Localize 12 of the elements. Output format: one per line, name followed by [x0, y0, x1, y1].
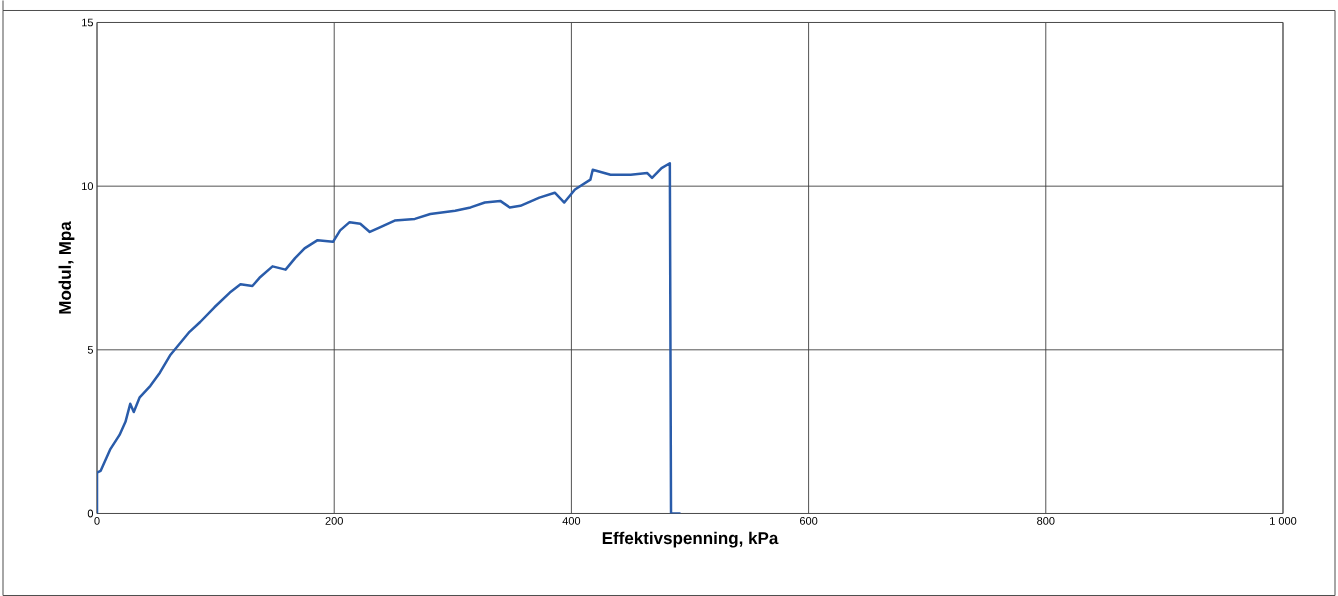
y-axis-title: Modul, Mpa — [58, 221, 75, 314]
y-tick-label: 0 — [87, 509, 94, 518]
x-tick-label: 1 000 — [1270, 517, 1297, 525]
x-tick-label: 800 — [1037, 517, 1055, 525]
x-axis-title: Effektivspenning, kPa — [602, 531, 779, 548]
y-tick-label: 10 — [82, 182, 94, 191]
x-tick-label: 600 — [799, 517, 818, 525]
y-tick-label: 5 — [87, 345, 94, 354]
x-tick-label: 400 — [562, 517, 581, 525]
x-tick-label: 0 — [94, 517, 100, 525]
x-tick-label: 200 — [325, 517, 343, 525]
y-tick-label: 15 — [82, 18, 94, 27]
